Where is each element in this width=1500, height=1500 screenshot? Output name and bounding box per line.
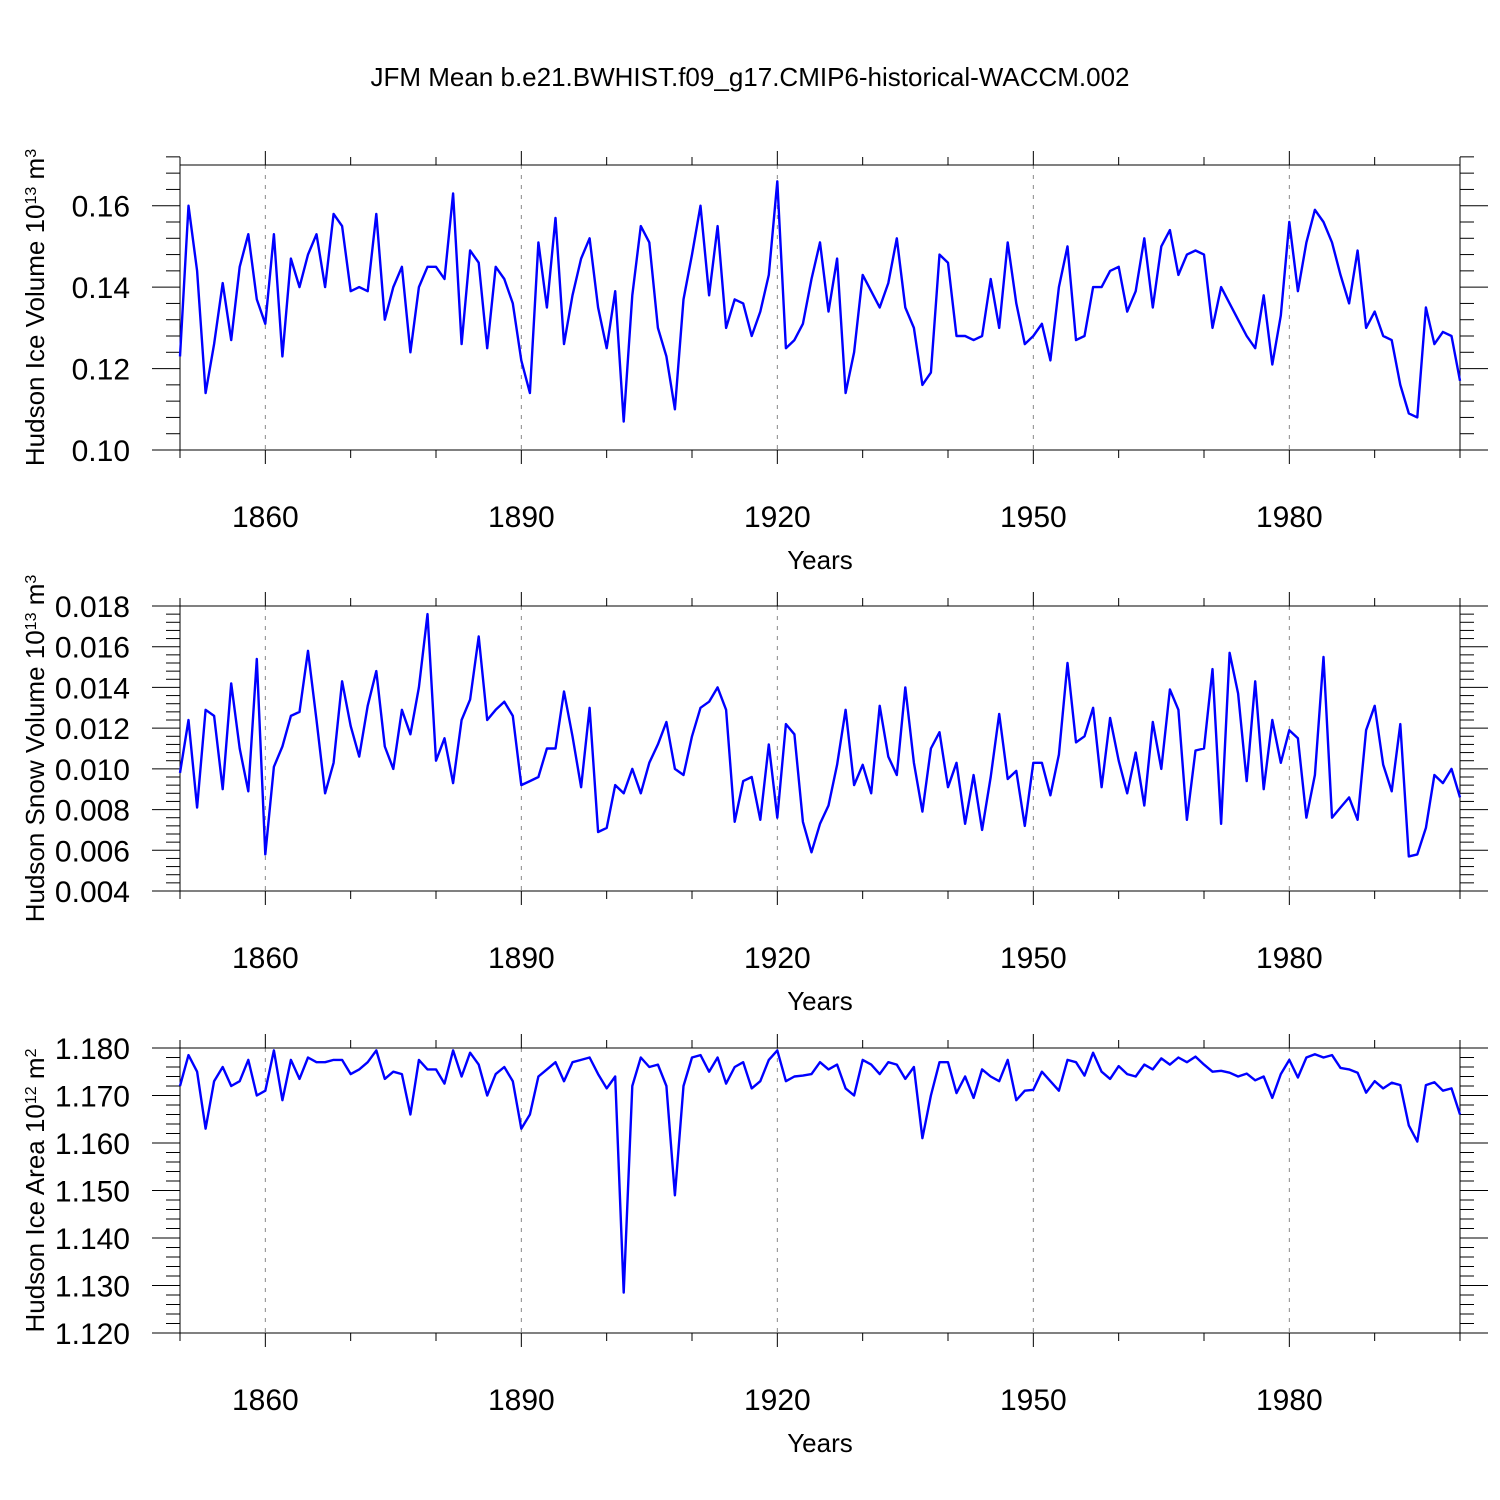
snow-volume-ytick-label: 0.016 — [55, 632, 130, 665]
ice-volume-xtick-label: 1980 — [1256, 501, 1323, 534]
ice-area-series-line — [178, 1049, 1462, 1294]
panel-ice-volume-ytick-labels: 0.10 0.12 0.14 0.16 — [72, 191, 130, 468]
panel-ice-area-ticks — [152, 1034, 1488, 1347]
snow-volume-series-line — [178, 612, 1462, 858]
ice-area-xtick-label: 1980 — [1256, 1384, 1323, 1417]
panel-ice-volume: 0.10 0.12 0.14 0.16 1860 1890 1920 1950 1980 Ye… — [20, 149, 1488, 575]
panel-snow-volume-ytick-labels: 0.004 0.006 0.008 0.010 0.012 0.014 0.016 0.018 — [55, 591, 130, 909]
panel-ice-area: 1.120 1.130 1.140 1.150 1.160 1.170 1.180 1860… — [20, 1033, 1488, 1458]
panel-snow-volume: 0.004 0.006 0.008 0.010 0.012 0.014 0.016 0.018… — [20, 575, 1488, 1016]
snow-volume-xtick-label: 1980 — [1256, 942, 1323, 975]
panel-snow-volume-ticks — [152, 592, 1488, 905]
panel-ice-area-xtick-labels: 1860 1890 1920 1950 1980 — [232, 1384, 1323, 1417]
snow-volume-ytick-label: 0.012 — [55, 713, 130, 746]
ice-area-ytick-label: 1.150 — [55, 1176, 130, 1209]
ice-volume-series-line — [178, 180, 1462, 423]
panel-snow-volume-xtick-labels: 1860 1890 1920 1950 1980 — [232, 942, 1323, 975]
ice-volume-xtick-label: 1890 — [488, 501, 555, 534]
ice-volume-xtick-label: 1920 — [744, 501, 811, 534]
ice-area-ytick-label: 1.140 — [55, 1223, 130, 1256]
panel-snow-volume-frame — [179, 605, 1461, 892]
ice-volume-xtick-label: 1860 — [232, 501, 299, 534]
panel-snow-volume-xlabel: Years — [787, 986, 853, 1016]
panel-ice-area-xlabel: Years — [787, 1428, 853, 1458]
panel-ice-area-ytick-labels: 1.120 1.130 1.140 1.150 1.160 1.170 1.180 — [55, 1033, 130, 1351]
snow-volume-ytick-label: 0.008 — [55, 795, 130, 828]
panel-snow-volume-ylabel: Hudson Snow Volume 1013 m3 — [20, 575, 50, 923]
page-title: JFM Mean b.e21.BWHIST.f09_g17.CMIP6-hist… — [370, 62, 1130, 92]
snow-volume-ytick-label: 0.010 — [55, 754, 130, 787]
panel-ice-volume-frame — [179, 164, 1461, 451]
ice-area-ytick-label: 1.160 — [55, 1128, 130, 1161]
ice-area-ytick-label: 1.180 — [55, 1033, 130, 1066]
ice-volume-xtick-label: 1950 — [1000, 501, 1067, 534]
panel-ice-volume-xlabel: Years — [787, 545, 853, 575]
snow-volume-xtick-label: 1920 — [744, 942, 811, 975]
panel-ice-volume-ylabel: Hudson Ice Volume 1013 m3 — [20, 149, 50, 466]
snow-volume-ytick-label: 0.006 — [55, 835, 130, 868]
ice-volume-ytick-label: 0.14 — [72, 272, 130, 305]
snow-volume-xtick-label: 1860 — [232, 942, 299, 975]
panel-ice-volume-ticks — [152, 151, 1488, 464]
ice-volume-ytick-label: 0.16 — [72, 191, 130, 224]
snow-volume-ytick-label: 0.004 — [55, 876, 130, 909]
ice-area-ytick-label: 1.120 — [55, 1318, 130, 1351]
panel-ice-area-frame — [179, 1047, 1461, 1334]
ice-area-xtick-label: 1950 — [1000, 1384, 1067, 1417]
ice-volume-ytick-label: 0.12 — [72, 354, 130, 387]
snow-volume-xtick-label: 1950 — [1000, 942, 1067, 975]
ice-area-xtick-label: 1890 — [488, 1384, 555, 1417]
snow-volume-ytick-label: 0.018 — [55, 591, 130, 624]
ice-area-xtick-label: 1920 — [744, 1384, 811, 1417]
ice-volume-ytick-label: 0.10 — [72, 435, 130, 468]
panel-ice-volume-xtick-labels: 1860 1890 1920 1950 1980 — [232, 501, 1323, 534]
snow-volume-ytick-label: 0.014 — [55, 672, 130, 705]
snow-volume-xtick-label: 1890 — [488, 942, 555, 975]
ice-area-xtick-label: 1860 — [232, 1384, 299, 1417]
panel-ice-area-ylabel: Hudson Ice Area 1012 m2 — [20, 1048, 50, 1332]
ice-area-ytick-label: 1.130 — [55, 1271, 130, 1304]
ice-area-ytick-label: 1.170 — [55, 1081, 130, 1114]
